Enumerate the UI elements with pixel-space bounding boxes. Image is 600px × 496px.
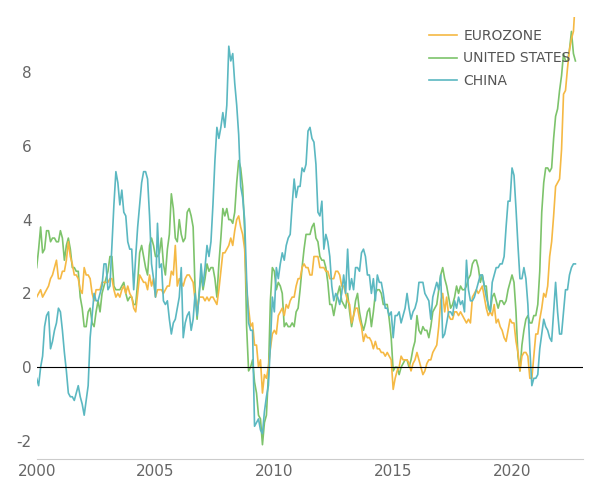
CHINA	[231, 80, 238, 86]
UNITED STATES	[33, 264, 40, 270]
UNITED STATES	[330, 312, 337, 318]
Legend: EUROZONE, UNITED STATES, CHINA: EUROZONE, UNITED STATES, CHINA	[423, 24, 577, 93]
Line: CHINA: CHINA	[37, 46, 575, 434]
CHINA	[261, 409, 268, 415]
UNITED STATES	[346, 309, 353, 315]
EUROZONE	[572, 0, 579, 1]
CHINA	[572, 261, 579, 267]
EUROZONE	[278, 305, 286, 311]
UNITED STATES	[257, 416, 264, 422]
UNITED STATES	[568, 28, 575, 34]
UNITED STATES	[162, 272, 169, 278]
UNITED STATES	[278, 291, 286, 297]
UNITED STATES	[229, 220, 236, 226]
Line: UNITED STATES: UNITED STATES	[37, 31, 575, 445]
Line: EUROZONE: EUROZONE	[37, 0, 575, 393]
CHINA	[33, 375, 40, 381]
CHINA	[332, 291, 340, 297]
CHINA	[348, 276, 355, 282]
EUROZONE	[257, 357, 264, 363]
EUROZONE	[259, 390, 266, 396]
UNITED STATES	[572, 58, 579, 64]
EUROZONE	[229, 243, 236, 248]
EUROZONE	[346, 302, 353, 308]
EUROZONE	[330, 276, 337, 282]
CHINA	[162, 302, 169, 308]
CHINA	[225, 43, 232, 49]
EUROZONE	[33, 294, 40, 300]
CHINA	[281, 257, 288, 263]
UNITED STATES	[259, 442, 266, 448]
EUROZONE	[162, 287, 169, 293]
CHINA	[259, 431, 266, 436]
